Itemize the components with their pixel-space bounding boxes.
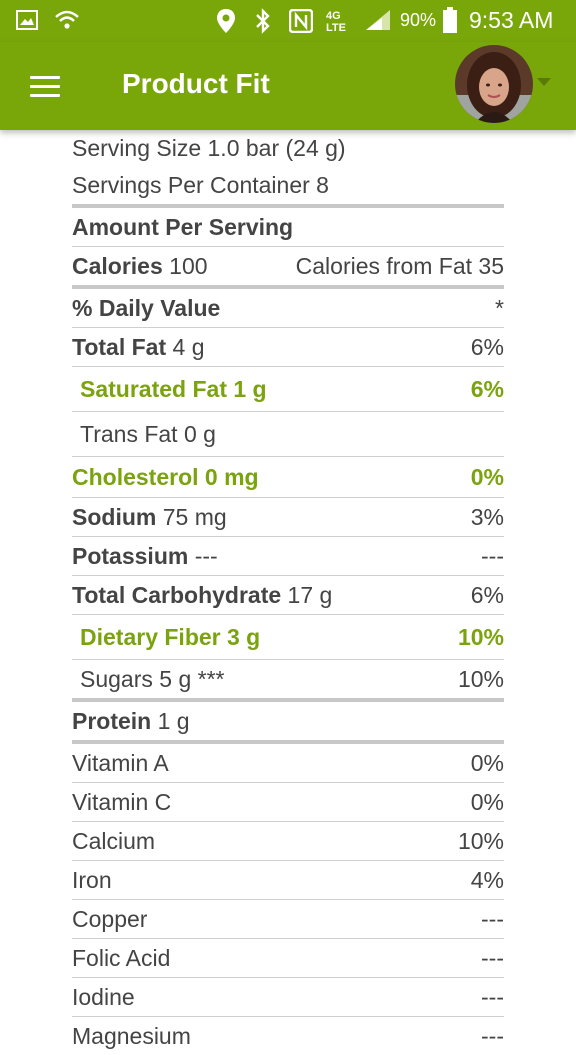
amount-per-serving: Amount Per Serving [72,208,504,247]
nutrient-row-trans-fat: Trans Fat 0 g [72,412,504,457]
network-type: 4G LTE [326,10,346,34]
vitamin-row: Folic Acid --- [72,939,504,978]
nutrient-row-potassium: Potassium --- --- [72,537,504,576]
nutrient-row-total-carbohydrate: Total Carbohydrate 17 g 6% [72,576,504,615]
servings-per-container: Servings Per Container 8 [72,167,504,208]
wifi-icon [55,10,79,29]
nfc-icon [289,9,313,33]
nutrient-row-sugars: Sugars 5 g *** 10% [72,660,504,702]
nutrition-facts: Serving Size 1.0 bar (24 g) Servings Per… [72,130,504,1055]
nutrient-row-total-fat: Total Fat 4 g 6% [72,328,504,367]
nutrient-row-cholesterol: Cholesterol 0 mg 0% [72,457,504,498]
calories-label: Calories [72,252,163,279]
vitamin-row: Copper --- [72,900,504,939]
nutrient-row-dietary-fiber: Dietary Fiber 3 g 10% [72,615,504,660]
status-bar: 4G LTE 90% 9:53 AM [0,0,576,42]
daily-value-header: % Daily Value * [72,289,504,328]
hamburger-menu-icon[interactable] [30,76,60,98]
clock-time: 9:53 AM [469,7,554,33]
vitamin-row: Iodine --- [72,978,504,1017]
vitamin-row: Vitamin C 0% [72,783,504,822]
calories-value: 100 [169,252,208,279]
calories-row: Calories 100 Calories from Fat 35 [72,247,504,289]
vitamin-row: Iron 4% [72,861,504,900]
bluetooth-icon [256,8,270,34]
location-icon [217,9,235,33]
battery-percent: 90% [400,10,437,30]
vitamin-row: Magnesium --- [72,1022,504,1049]
vitamin-row: Vitamin A 0% [72,744,504,783]
nutrient-row-saturated-fat: Saturated Fat 1 g 6% [72,367,504,412]
image-icon [16,10,38,30]
signal-icon [366,10,390,30]
nutrient-row-protein: Protein 1 g [72,702,504,744]
chevron-down-icon[interactable] [537,78,551,86]
calories-from-fat: Calories from Fat 35 [295,252,504,279]
user-avatar[interactable] [455,45,533,123]
app-bar: Product Fit [0,42,576,130]
serving-size: Serving Size 1.0 bar (24 g) [72,135,346,161]
vitamin-row: Calcium 10% [72,822,504,861]
battery-icon [443,7,457,33]
page-title: Product Fit [122,68,270,99]
nutrient-row-sodium: Sodium 75 mg 3% [72,498,504,537]
